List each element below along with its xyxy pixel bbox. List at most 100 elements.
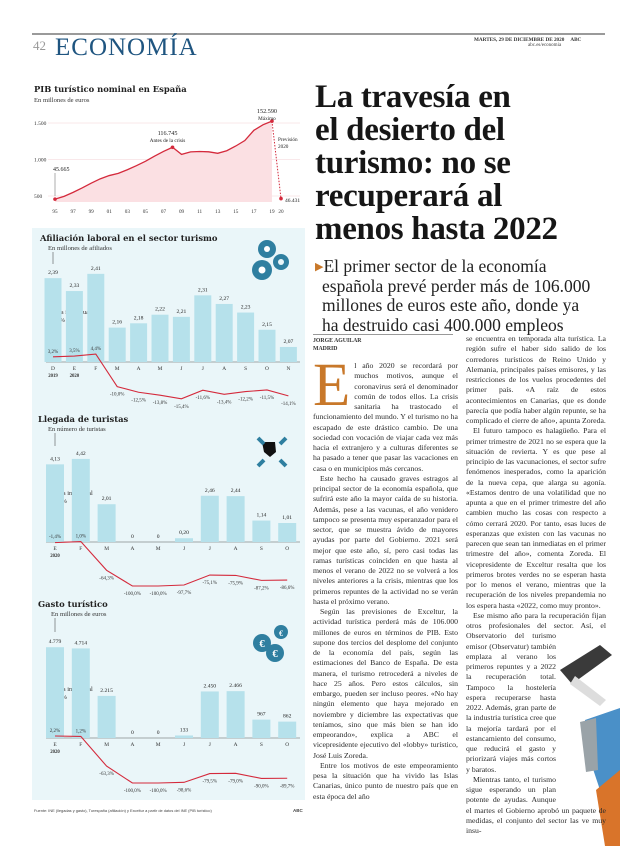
bar [97,504,116,542]
year-label: 2020 [70,374,80,379]
gears-icon [252,240,289,280]
x-tick-label: N [286,366,290,372]
x-tick-label: O [285,546,289,552]
subheadline: ▶El primer sector de la economía español… [315,256,610,335]
bar-value-label: 2,46 [205,488,215,494]
x-tick-label: O [265,366,269,372]
bar-value-label: 2.215 [100,688,113,694]
euro-coins-icon: € € € [253,625,288,662]
bar-value-label: 2,31 [198,287,208,293]
paragraph: Entre los motivos de este empeoramiento … [313,760,458,801]
rate-label: 1,0% [76,535,86,540]
bar-value-label: 2,07 [284,339,294,345]
location: MADRID [313,345,338,352]
x-tick-label: A [234,742,238,748]
x-tick-label: M [104,742,109,748]
rate-label: -63,3% [99,772,114,777]
x-tick-label: 20 [278,209,284,215]
x-tick-label: A [137,366,141,372]
bar [71,458,90,542]
x-tick-label: 07 [161,209,167,215]
annotation-crisis-label: Antes de la crisis [150,138,186,144]
rate-label: -90,0% [254,784,269,789]
issue-date: MARTES, 29 DE DICIEMBRE DE 2020 ABC [474,37,581,43]
rate-label: -11,5% [260,396,274,401]
bar [237,312,255,362]
x-tick-label: O [285,742,289,748]
svg-text:€: € [279,629,283,638]
x-tick-label: 99 [89,209,95,215]
y-tick-label: 500 [34,194,43,200]
rate-label: -100,0% [124,789,141,794]
rate-label: 3,2% [48,350,58,355]
section-title: ECONOMÍA [55,34,198,61]
section-url[interactable]: abc.es/economia [528,43,562,48]
data-point [53,197,57,201]
x-tick-label: M [156,742,161,748]
annotation-forecast-value: 46.431 [285,198,300,204]
chart4-plot: 4.779 E 2020 4.714 F 2.215 M 0 A 0 M 133 J 2.450 J 2.46… [46,618,300,794]
bar [44,278,62,362]
rate-label: -75,9% [228,581,243,586]
annotation-start: 45.665 [53,167,70,173]
article-column-2: se encuentra en temporada alta turística… [466,334,606,836]
deck-line: española prevé perder más de 106.000 [322,276,591,297]
x-tick-label: A [234,546,238,552]
bar [87,273,105,362]
rate-label: -86,6% [280,586,295,591]
bar [200,691,219,738]
bar-value-label: 862 [283,714,292,720]
rate-label: 2,2% [50,729,60,734]
headline-line: el desierto del [315,112,505,148]
bar-value-label: 2.466 [229,683,242,689]
bar-value-label: 2,01 [102,496,112,502]
x-tick-label: D [51,366,55,372]
data-point [270,119,274,123]
paragraph: Este hecho ha causado graves estragos al… [313,473,458,606]
rate-label: -15,4% [174,405,189,410]
brand: ABC [570,37,582,43]
deck-line: ha destruido casi 400.000 empleos [322,314,564,335]
x-tick-label: F [79,546,82,552]
bar-value-label: 0 [131,730,134,736]
x-tick-label: J [183,742,185,748]
headline-line: menos hasta 2022 [315,211,558,247]
rate-label: -64,3% [99,576,114,581]
byline-rule [313,334,453,335]
rate-label: -10,0% [110,393,125,398]
chart4-subtitle: En millones de euros [51,611,107,618]
rate-line [54,540,288,587]
chart3-title: Llegada de turistas [38,414,129,424]
x-tick-label: 19 [269,209,275,215]
x-tick-label: 97 [70,209,76,215]
x-tick-label: E [53,742,57,748]
rate-label: -100,0% [150,592,167,597]
rate-label: -14,1% [281,402,296,407]
rate-label: -98,6% [177,788,192,793]
graphics-source: Fuente: INE (llegadas y gasto), Turespañ… [34,808,212,813]
x-tick-label: M [156,546,161,552]
x-tick-label: J [202,366,204,372]
bar-value-label: 2.450 [204,683,217,689]
deck-text: El primer sector de la economía [323,256,547,276]
paragraph: Según las previsiones de Exceltur, la ac… [313,607,458,760]
deck-line: millones de euros este año, donde ya [322,295,580,316]
x-tick-label: 17 [251,209,257,215]
bar [279,346,297,362]
author: JORGE AGUILAR [313,338,362,344]
bar-value-label: 2,39 [48,270,58,276]
bar [65,291,83,362]
chart2-subtitle: En millones de afiliados [48,245,112,252]
x-tick-label: 01 [107,209,113,215]
bar [46,647,64,738]
annotation-crisis-value: 116.745 [158,130,178,137]
bar-value-label: 2,18 [134,315,144,321]
rate-line [52,353,289,400]
chart1-title: PIB turístico nominal en España [34,84,187,94]
x-tick-label: 11 [197,209,202,215]
rate-label: -13,8% [153,401,168,406]
year-label: 2020 [50,750,60,755]
